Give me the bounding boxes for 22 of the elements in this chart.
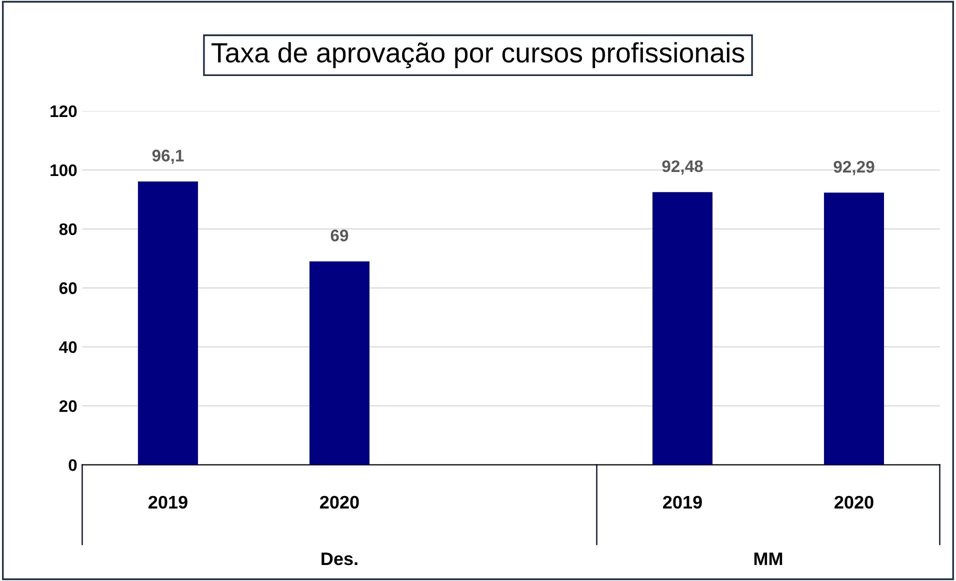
bar — [309, 261, 370, 465]
bar — [652, 192, 712, 465]
y-tick-label: 40 — [59, 341, 77, 354]
bar — [824, 192, 884, 465]
y-tick-label: 0 — [68, 459, 77, 472]
data-label: 92,29 — [834, 160, 874, 176]
bar — [138, 181, 198, 465]
x-tick-label: 2020 — [834, 496, 874, 509]
data-label: 92,48 — [662, 160, 703, 175]
y-tick-label: 60 — [59, 282, 77, 294]
x-tick-label: 2019 — [663, 496, 702, 509]
y-tick-label: 100 — [50, 164, 77, 176]
x-tick-label: 2020 — [320, 496, 359, 509]
text: Des. — [322, 552, 358, 566]
y-tick-label: 80 — [59, 223, 77, 236]
y-tick-label: 20 — [59, 400, 77, 412]
text: MM — [754, 552, 782, 566]
x-tick-label: 2019 — [148, 496, 188, 509]
data-label: 69 — [330, 230, 348, 242]
y-tick-label: 120 — [50, 105, 77, 118]
chart-title: Taxa de aprovação por cursos profissionais — [212, 42, 744, 68]
data-label: 96,1 — [152, 150, 184, 164]
